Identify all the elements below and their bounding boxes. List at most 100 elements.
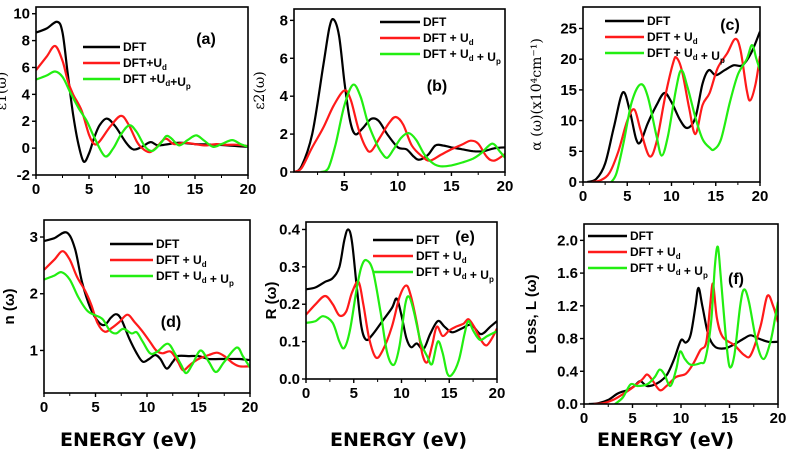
x-tick-label-a-0: 0 (32, 181, 40, 198)
legend-label-d-1: DFT + Ud (156, 253, 207, 269)
y-tick-label-a-2: 2 (22, 113, 30, 130)
legend-label-b-1: DFT + Ud (423, 31, 474, 47)
panel-tag-a: (a) (196, 31, 216, 48)
legend-label-e-0: DFT (416, 233, 440, 247)
x-tick-label-c-2: 10 (663, 188, 680, 205)
panel-tag-f: (f) (728, 271, 744, 288)
y-tick-label-e-2: 0.2 (279, 296, 300, 313)
x-tick-label-c-1: 5 (623, 188, 631, 205)
legend-label-c-0: DFT (647, 14, 671, 28)
series-line-c-2 (610, 44, 760, 182)
x-tick-label-d-0: 0 (40, 399, 48, 416)
series-line-b-0 (294, 17, 505, 172)
y-tick-label-c-1: 5 (569, 143, 577, 160)
legend-label-a-1: DFT+Ud (123, 56, 167, 72)
panel-e: 0 5 10 15 20 0.0 0.1 0.2 0.3 0.4 R (ω) DFT DFT + UdD… (263, 221, 505, 402)
y-tick-label-f-5: 2.0 (557, 232, 578, 249)
xlabel-energy-e: ENERGY (eV) (330, 429, 467, 451)
legend-label-a-0: DFT (123, 40, 147, 54)
plot-frame-b (293, 8, 506, 173)
x-tick-label-e-1: 5 (350, 385, 358, 402)
y-tick-label-a-3: 4 (22, 86, 31, 103)
y-tick-label-e-3: 0.3 (279, 259, 300, 276)
y-tick-label-a-6: 10 (13, 6, 30, 23)
panel-tag-d: (d) (161, 314, 181, 331)
legend-label-e-2: DFT + Ud + Up (416, 265, 494, 284)
y-tick-label-b-2: 4 (280, 88, 289, 105)
x-tick-label-a-2: 10 (134, 181, 151, 198)
y-axis-label-a: ε1(ω) (0, 72, 10, 111)
series-line-a-1 (36, 44, 248, 154)
y-tick-label-a-4: 6 (22, 59, 30, 76)
xlabel-energy-d: ENERGY (eV) (60, 429, 197, 451)
x-tick-label-d-4: 20 (242, 399, 259, 416)
x-tick-label-a-4: 20 (240, 181, 257, 198)
series-line-c-0 (587, 31, 760, 182)
plot-frame-a (35, 6, 249, 176)
y-tick-label-b-0: 0 (280, 164, 288, 181)
legend-label-f-1: DFT + Ud (630, 245, 681, 261)
x-tick-label-f-4: 20 (770, 410, 787, 427)
y-axis-label-f: Loss, L (ω) (523, 274, 540, 353)
x-tick-label-d-2: 10 (139, 399, 156, 416)
legend-label-d-2: DFT + Ud + Up (156, 269, 234, 288)
x-tick-label-e-2: 10 (393, 385, 410, 402)
x-tick-label-e-3: 15 (441, 385, 458, 402)
panel-tag-c: (c) (720, 17, 740, 34)
x-tick-label-c-0: 0 (579, 188, 587, 205)
y-axis-label-b: ε2(ω) (252, 71, 268, 110)
x-tick-label-b-0: 5 (340, 178, 348, 195)
x-tick-label-f-2: 10 (673, 410, 690, 427)
y-tick-label-e-1: 0.1 (279, 334, 300, 351)
legend-label-a-2: DFT +Ud+Up (123, 72, 191, 91)
panel-f: 0 5 10 15 20 0.0 0.4 0.8 1.2 1.6 2.0 Loss, L (ω) DFT… (523, 223, 787, 427)
y-tick-label-a-5: 8 (22, 33, 30, 50)
x-tick-label-e-0: 0 (302, 385, 310, 402)
series-line-f-2 (614, 245, 778, 404)
y-tick-label-f-2: 0.8 (557, 331, 578, 348)
legend-label-d-0: DFT (156, 237, 180, 251)
y-tick-label-c-0: 0 (569, 174, 577, 191)
series-line-a-2 (36, 70, 248, 158)
y-tick-label-c-3: 15 (560, 82, 577, 99)
panel-tag-b: (b) (427, 78, 447, 95)
series-line-e-0 (306, 228, 497, 351)
series-line-e-1 (306, 280, 497, 364)
xlabel-energy-f: ENERGY (eV) (597, 429, 734, 451)
series-line-b-2 (320, 83, 505, 172)
series-line-d-1 (44, 250, 250, 372)
panel-c: 0 5 10 15 20 0 5 10 15 20 25 α (ω)(x10⁴cm⁻¹) DFT DFT … (529, 6, 768, 205)
y-axis-label-c: α (ω)(x10⁴cm⁻¹) (529, 38, 545, 151)
x-tick-label-b-1: 10 (390, 178, 407, 195)
legend-label-c-2: DFT + Ud + Up (647, 46, 725, 65)
x-tick-label-a-1: 5 (85, 181, 93, 198)
y-tick-label-c-4: 20 (560, 51, 577, 68)
x-tick-label-d-3: 15 (190, 399, 207, 416)
y-tick-label-f-1: 0.4 (557, 363, 579, 380)
y-tick-label-f-4: 1.6 (557, 265, 578, 282)
y-tick-label-d-0: 1 (30, 342, 38, 359)
y-tick-label-e-4: 0.4 (279, 221, 301, 238)
y-tick-label-f-0: 0.0 (557, 396, 578, 413)
y-tick-label-e-0: 0.0 (279, 371, 300, 388)
x-tick-label-f-1: 5 (628, 410, 636, 427)
x-tick-label-f-3: 15 (721, 410, 738, 427)
y-tick-label-f-3: 1.2 (557, 298, 578, 315)
x-tick-label-b-3: 20 (497, 178, 514, 195)
x-tick-label-f-0: 0 (580, 410, 588, 427)
legend-label-c-1: DFT + Ud (647, 30, 698, 46)
series-line-f-1 (593, 282, 778, 404)
y-tick-label-a-1: 0 (22, 140, 30, 157)
y-tick-label-d-1: 2 (30, 286, 38, 303)
legend-label-f-0: DFT (630, 229, 654, 243)
x-tick-label-e-4: 20 (489, 385, 506, 402)
panel-tag-e: (e) (455, 229, 475, 246)
legend-label-b-0: DFT (423, 15, 447, 29)
x-tick-label-a-3: 15 (187, 181, 204, 198)
series-line-e-2 (306, 258, 497, 378)
legend-label-b-2: DFT + Ud + Up (423, 47, 501, 66)
